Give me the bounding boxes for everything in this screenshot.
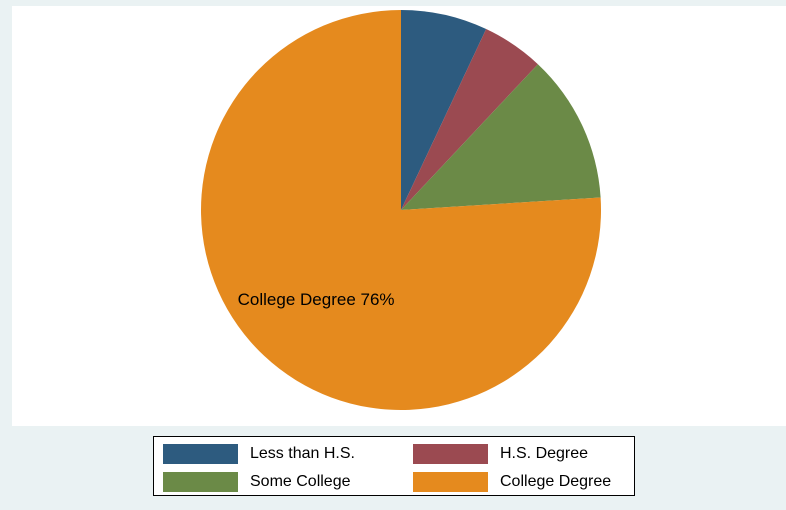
- legend-item-some-college: Some College: [163, 471, 351, 493]
- legend-item-college-degree: College Degree: [413, 471, 611, 493]
- legend-swatch-some-college: [163, 472, 238, 492]
- legend-swatch-college-degree: [413, 472, 488, 492]
- pie-slice-some-college: [401, 64, 601, 211]
- legend: Less than H.S. H.S. Degree Some College …: [153, 436, 635, 496]
- legend-label-less-than-hs: Less than H.S.: [250, 445, 355, 462]
- legend-label-college-degree: College Degree: [500, 473, 612, 490]
- slice-label-college-degree: College Degree 76%: [238, 290, 395, 309]
- legend-item-hs-degree: H.S. Degree: [413, 443, 588, 465]
- legend-swatch-hs-degree: [413, 444, 488, 464]
- pie-slice-less-than-h-s: [401, 10, 487, 210]
- legend-label-hs-degree: H.S. Degree: [500, 445, 589, 462]
- pie-chart: College Degree 76%: [201, 10, 602, 410]
- legend-item-less-than-hs: Less than H.S.: [163, 443, 355, 465]
- pie-slice-h-s-degree: [401, 29, 538, 211]
- legend-label-some-college: Some College: [250, 473, 351, 490]
- plot-area: College Degree 76%: [12, 6, 786, 426]
- legend-swatch-less-than-hs: [163, 444, 238, 464]
- pie-slice-college-degree: [201, 10, 602, 410]
